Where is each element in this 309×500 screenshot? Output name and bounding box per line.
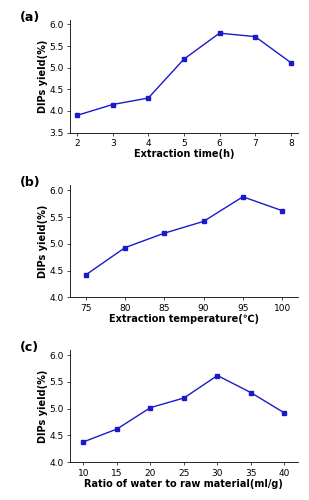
Y-axis label: DIPs yield(%): DIPs yield(%) bbox=[38, 204, 48, 278]
X-axis label: Extraction time(h): Extraction time(h) bbox=[134, 150, 234, 160]
Text: (b): (b) bbox=[20, 176, 40, 189]
Text: (c): (c) bbox=[20, 341, 39, 354]
Text: (a): (a) bbox=[20, 11, 40, 24]
Y-axis label: DIPs yield(%): DIPs yield(%) bbox=[38, 40, 48, 113]
X-axis label: Extraction temperature(℃): Extraction temperature(℃) bbox=[109, 314, 259, 324]
Y-axis label: DIPs yield(%): DIPs yield(%) bbox=[38, 370, 48, 442]
X-axis label: Ratio of water to raw material(ml/g): Ratio of water to raw material(ml/g) bbox=[84, 479, 283, 489]
